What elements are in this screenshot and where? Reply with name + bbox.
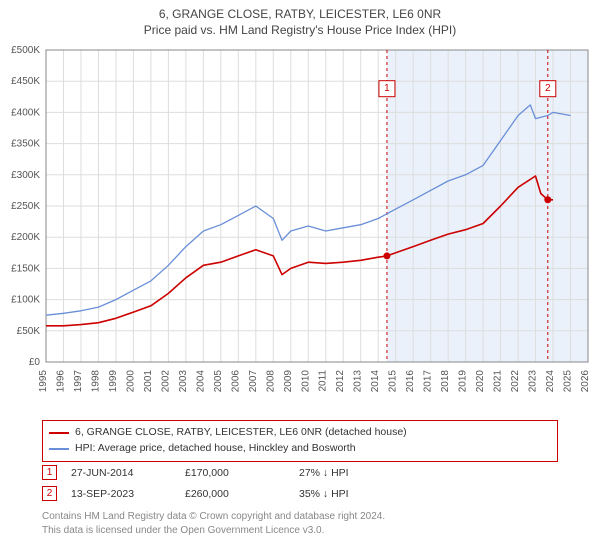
chart-title: 6, GRANGE CLOSE, RATBY, LEICESTER, LE6 0… [0,0,600,38]
svg-text:1997: 1997 [73,370,84,393]
svg-text:£400K: £400K [11,107,40,118]
svg-text:2006: 2006 [230,370,241,393]
footer-attribution: Contains HM Land Registry data © Crown c… [42,510,558,537]
svg-text:2009: 2009 [283,370,294,393]
svg-text:2020: 2020 [475,370,486,393]
title-line-2: Price paid vs. HM Land Registry's House … [0,22,600,38]
svg-text:2017: 2017 [423,370,434,393]
svg-text:2021: 2021 [493,370,504,393]
svg-text:1996: 1996 [55,370,66,393]
svg-text:2010: 2010 [300,370,311,393]
legend-label: 6, GRANGE CLOSE, RATBY, LEICESTER, LE6 0… [75,425,407,441]
svg-text:2005: 2005 [213,370,224,393]
footer-line-1: Contains HM Land Registry data © Crown c… [42,510,558,524]
sale-row: 1 27-JUN-2014 £170,000 27% ↓ HPI [42,462,558,483]
title-line-1: 6, GRANGE CLOSE, RATBY, LEICESTER, LE6 0… [0,6,600,22]
svg-text:2003: 2003 [178,370,189,393]
svg-text:£350K: £350K [11,139,40,150]
legend-item: 6, GRANGE CLOSE, RATBY, LEICESTER, LE6 0… [49,425,551,441]
svg-text:£150K: £150K [11,263,40,274]
svg-text:2015: 2015 [388,370,399,393]
svg-text:2018: 2018 [440,370,451,393]
svg-text:2014: 2014 [370,370,381,393]
sale-row: 2 13-SEP-2023 £260,000 35% ↓ HPI [42,483,558,504]
svg-text:2013: 2013 [353,370,364,393]
sale-price: £170,000 [185,467,285,479]
svg-text:£100K: £100K [11,295,40,306]
svg-text:2000: 2000 [125,370,136,393]
svg-text:£500K: £500K [11,45,40,56]
footer-line-2: This data is licensed under the Open Gov… [42,524,558,538]
svg-text:2012: 2012 [335,370,346,393]
sale-date: 13-SEP-2023 [71,488,171,500]
svg-text:1999: 1999 [108,370,119,393]
svg-text:£300K: £300K [11,170,40,181]
svg-text:2004: 2004 [195,370,206,393]
svg-text:2025: 2025 [563,370,574,393]
sale-price: £260,000 [185,488,285,500]
sale-marker-id: 2 [42,486,57,501]
svg-text:1: 1 [384,83,390,94]
svg-text:1998: 1998 [90,370,101,393]
svg-text:2: 2 [545,83,551,94]
svg-text:£0: £0 [29,357,41,368]
svg-text:£200K: £200K [11,232,40,243]
svg-text:2024: 2024 [545,370,556,393]
svg-text:2019: 2019 [458,370,469,393]
chart-area: £0 £50K £100K £150K £200K £250K £300K £350K £400… [0,42,600,412]
svg-text:£250K: £250K [11,201,40,212]
svg-text:2001: 2001 [143,370,154,393]
sale-events-table: 1 27-JUN-2014 £170,000 27% ↓ HPI 2 13-SEP-202… [42,462,558,504]
sale-hpi-delta: 35% ↓ HPI [299,488,399,500]
svg-text:2008: 2008 [265,370,276,393]
svg-text:2022: 2022 [510,370,521,393]
svg-text:£50K: £50K [17,326,41,337]
sale-marker-id: 1 [42,465,57,480]
legend-swatch [49,432,69,434]
legend-swatch [49,448,69,450]
legend-item: HPI: Average price, detached house, Hinc… [49,441,551,457]
svg-text:2026: 2026 [580,370,591,393]
svg-text:2002: 2002 [160,370,171,393]
sale-hpi-delta: 27% ↓ HPI [299,467,399,479]
price-chart: £0 £50K £100K £150K £200K £250K £300K £350K £400… [0,42,600,412]
svg-text:2016: 2016 [405,370,416,393]
svg-text:2011: 2011 [318,370,329,392]
legend: 6, GRANGE CLOSE, RATBY, LEICESTER, LE6 0… [42,420,558,462]
svg-text:1995: 1995 [38,370,49,393]
svg-text:£450K: £450K [11,76,40,87]
sale-date: 27-JUN-2014 [71,467,171,479]
svg-text:2007: 2007 [248,370,259,393]
svg-text:2023: 2023 [528,370,539,393]
legend-label: HPI: Average price, detached house, Hinc… [75,441,356,457]
